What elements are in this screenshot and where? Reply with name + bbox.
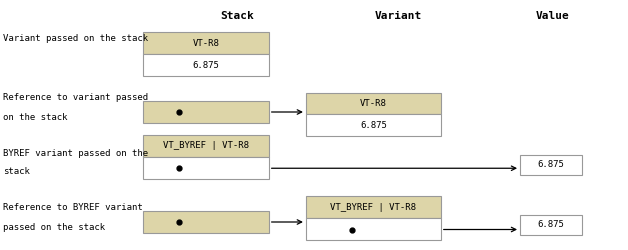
Bar	[143, 32, 269, 54]
Text: Value: Value	[536, 11, 570, 21]
Text: stack: stack	[3, 168, 30, 176]
Text: VT_BYREF | VT-R8: VT_BYREF | VT-R8	[330, 203, 416, 212]
Text: 6.875: 6.875	[538, 160, 564, 169]
Bar	[520, 214, 582, 234]
Text: passed on the stack: passed on the stack	[3, 222, 106, 232]
Text: VT-R8: VT-R8	[193, 39, 219, 48]
Bar	[520, 154, 582, 174]
Text: Variant passed on the stack: Variant passed on the stack	[3, 34, 148, 43]
Text: 6.875: 6.875	[193, 61, 219, 70]
Text: Stack: Stack	[220, 11, 254, 21]
Text: BYREF variant passed on the: BYREF variant passed on the	[3, 148, 148, 158]
Bar	[306, 196, 441, 218]
Text: 6.875: 6.875	[538, 220, 564, 229]
Text: on the stack: on the stack	[3, 112, 68, 122]
Bar	[143, 211, 269, 233]
Bar	[306, 114, 441, 136]
Text: Reference to variant passed: Reference to variant passed	[3, 94, 148, 102]
Bar	[143, 54, 269, 76]
Text: Variant: Variant	[375, 11, 423, 21]
Text: Reference to BYREF variant: Reference to BYREF variant	[3, 204, 143, 212]
Bar	[143, 135, 269, 157]
Bar	[143, 157, 269, 179]
Text: VT_BYREF | VT-R8: VT_BYREF | VT-R8	[163, 142, 249, 150]
Bar	[306, 218, 441, 240]
Text: VT-R8: VT-R8	[360, 99, 387, 108]
Bar	[306, 92, 441, 114]
Bar	[143, 101, 269, 122]
Text: 6.875: 6.875	[360, 121, 387, 130]
